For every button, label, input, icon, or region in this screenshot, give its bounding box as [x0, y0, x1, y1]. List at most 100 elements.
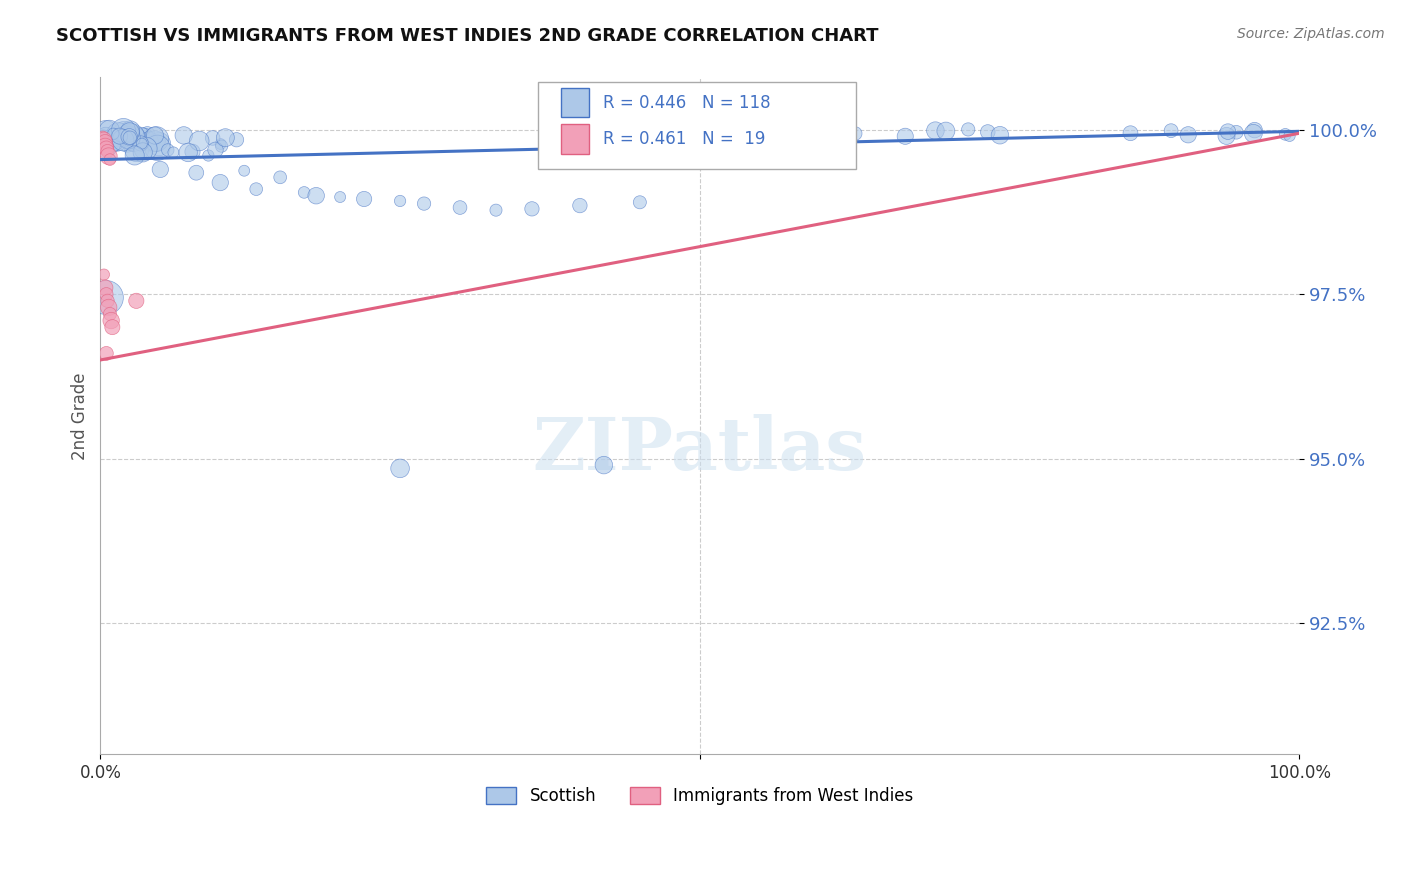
- Point: [894, 129, 917, 144]
- Point: [96, 293, 118, 308]
- Point: [132, 145, 155, 160]
- Point: [204, 143, 226, 157]
- Point: [93, 268, 115, 282]
- Point: [120, 123, 142, 137]
- Point: [94, 139, 117, 153]
- Point: [197, 148, 219, 162]
- Point: [1243, 123, 1265, 137]
- Point: [617, 124, 640, 138]
- Point: [103, 127, 125, 141]
- Point: [94, 135, 117, 149]
- Point: [143, 134, 166, 148]
- Point: [96, 291, 118, 305]
- Point: [93, 133, 115, 147]
- Point: [626, 125, 648, 139]
- FancyBboxPatch shape: [561, 124, 589, 154]
- Point: [91, 134, 114, 148]
- Text: R = 0.446   N = 118: R = 0.446 N = 118: [603, 94, 770, 112]
- Point: [98, 153, 121, 167]
- Point: [156, 143, 179, 157]
- Point: [485, 203, 508, 218]
- Point: [413, 196, 436, 211]
- Point: [1225, 125, 1247, 139]
- Point: [94, 126, 117, 140]
- Point: [118, 129, 141, 144]
- Text: SCOTTISH VS IMMIGRANTS FROM WEST INDIES 2ND GRADE CORRELATION CHART: SCOTTISH VS IMMIGRANTS FROM WEST INDIES …: [56, 27, 879, 45]
- Text: ZIPatlas: ZIPatlas: [533, 414, 868, 485]
- Point: [149, 162, 172, 177]
- Point: [97, 149, 120, 163]
- Point: [592, 458, 614, 472]
- Point: [118, 125, 141, 139]
- Point: [98, 307, 121, 321]
- Point: [292, 186, 315, 200]
- Point: [117, 136, 139, 151]
- Point: [96, 141, 118, 155]
- Text: R = 0.461   N =  19: R = 0.461 N = 19: [603, 130, 765, 148]
- Point: [1119, 126, 1142, 140]
- Point: [131, 136, 153, 151]
- Point: [94, 139, 117, 153]
- Point: [146, 141, 169, 155]
- Point: [135, 142, 157, 156]
- Point: [1160, 123, 1182, 137]
- Point: [94, 281, 117, 295]
- Point: [225, 133, 247, 147]
- Y-axis label: 2nd Grade: 2nd Grade: [72, 372, 89, 459]
- Point: [269, 170, 291, 185]
- Point: [353, 192, 375, 206]
- Text: Source: ZipAtlas.com: Source: ZipAtlas.com: [1237, 27, 1385, 41]
- Point: [124, 148, 146, 162]
- Point: [94, 129, 117, 144]
- Point: [136, 127, 159, 141]
- Point: [143, 128, 166, 143]
- Point: [132, 131, 155, 145]
- Point: [1241, 127, 1264, 141]
- Point: [96, 287, 118, 301]
- Point: [1215, 128, 1237, 143]
- Point: [148, 137, 170, 152]
- Point: [118, 130, 141, 145]
- Point: [924, 123, 946, 137]
- Point: [138, 134, 160, 148]
- Point: [117, 129, 139, 144]
- Point: [188, 134, 211, 148]
- Point: [162, 145, 184, 160]
- Point: [817, 125, 839, 139]
- Point: [96, 144, 118, 158]
- Point: [214, 130, 236, 145]
- Point: [121, 128, 143, 143]
- Point: [568, 198, 591, 212]
- Point: [1278, 128, 1301, 143]
- Point: [209, 136, 232, 151]
- Point: [211, 139, 233, 153]
- Point: [112, 133, 135, 147]
- Point: [103, 134, 125, 148]
- Point: [145, 132, 167, 146]
- Point: [957, 122, 980, 136]
- Point: [97, 301, 120, 315]
- Point: [630, 122, 652, 136]
- Point: [120, 133, 142, 147]
- Point: [186, 166, 208, 180]
- Point: [112, 124, 135, 138]
- Point: [177, 145, 200, 160]
- Point: [125, 293, 148, 308]
- Point: [389, 194, 412, 208]
- Point: [449, 201, 471, 215]
- Point: [96, 346, 118, 360]
- Point: [520, 202, 543, 216]
- Point: [129, 136, 152, 151]
- Point: [98, 123, 121, 137]
- Point: [389, 461, 412, 475]
- Point: [1216, 125, 1239, 139]
- Point: [173, 128, 195, 143]
- Point: [935, 124, 957, 138]
- Point: [105, 135, 128, 149]
- Point: [125, 143, 148, 157]
- Point: [628, 195, 651, 210]
- Point: [181, 145, 204, 159]
- Point: [104, 128, 127, 143]
- Point: [103, 137, 125, 152]
- Legend: Scottish, Immigrants from West Indies: Scottish, Immigrants from West Indies: [478, 779, 921, 814]
